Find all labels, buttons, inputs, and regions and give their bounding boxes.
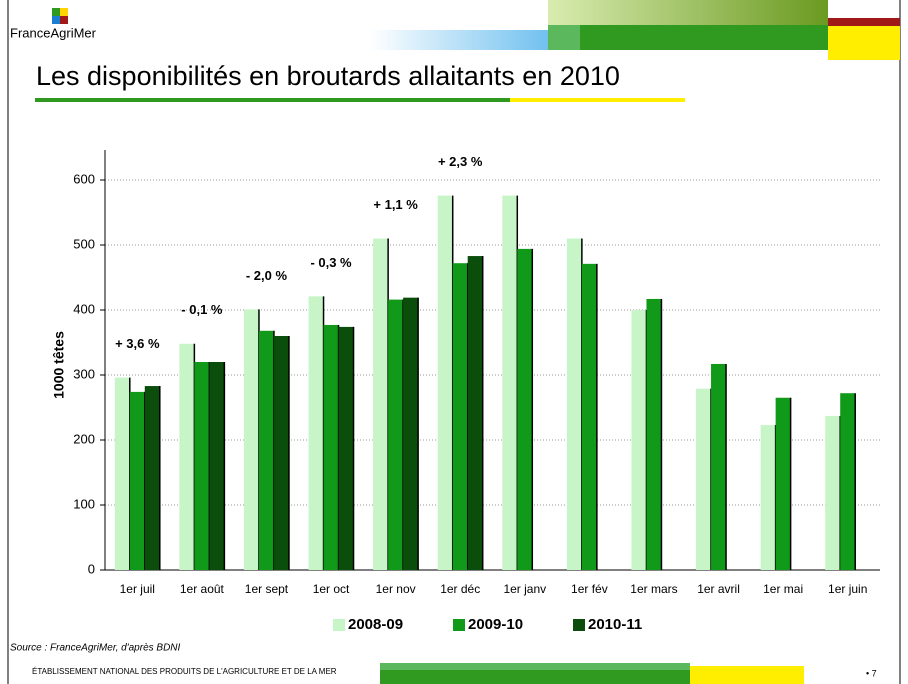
bar <box>517 248 533 570</box>
bar <box>696 388 712 570</box>
bar <box>209 362 225 570</box>
bar <box>760 425 776 570</box>
bar <box>840 393 856 570</box>
footer: ÉTABLISSEMENT NATIONAL DES PRODUITS DE L… <box>32 667 337 676</box>
y-tick-label: 200 <box>73 431 95 446</box>
x-tick-label: 1er juil <box>120 582 155 596</box>
bar <box>258 330 274 570</box>
x-tick-label: 1er nov <box>376 582 416 596</box>
annotation: + 3,6 % <box>115 336 160 351</box>
header-stripe <box>370 30 550 50</box>
bar <box>388 299 404 570</box>
bar <box>114 377 130 570</box>
annotation: - 0,1 % <box>181 302 223 317</box>
bar <box>403 297 419 570</box>
bar <box>323 324 339 570</box>
header-stripe <box>828 18 900 26</box>
x-tick-label: 1er août <box>180 582 225 596</box>
bar <box>179 343 195 570</box>
footer-stripe <box>690 666 804 684</box>
bar <box>825 415 841 570</box>
header-stripe <box>580 25 828 50</box>
bar <box>308 296 324 570</box>
x-tick-label: 1er mai <box>763 582 803 596</box>
bar <box>467 256 483 570</box>
legend-swatch <box>333 619 345 631</box>
logo-icon <box>52 8 68 24</box>
y-tick-label: 0 <box>88 561 95 576</box>
bar <box>243 309 259 570</box>
logo-text: FranceAgriMer <box>10 25 97 40</box>
slide-title: Les disponibilités en broutards allaitan… <box>36 61 620 91</box>
bar <box>273 336 289 570</box>
bar <box>144 386 160 570</box>
x-tick-label: 1er juin <box>828 582 867 596</box>
legend-label: 2010-11 <box>588 616 642 633</box>
y-tick-label: 600 <box>73 171 95 186</box>
bar <box>452 263 468 570</box>
y-axis-label: 1000 têtes <box>51 331 67 399</box>
source: Source : FranceAgriMer, d'après BDNI <box>10 643 181 654</box>
bar <box>437 195 453 570</box>
bar <box>631 310 647 570</box>
legend-swatch <box>573 619 585 631</box>
header-stripe <box>828 26 900 60</box>
annotation: - 2,0 % <box>246 268 288 283</box>
title-underline <box>510 98 685 102</box>
bar <box>581 263 597 570</box>
x-tick-label: 1er déc <box>440 582 480 596</box>
legend-label: 2008-09 <box>348 616 403 633</box>
bar <box>129 391 145 570</box>
footer-stripe <box>380 670 690 684</box>
bar <box>194 362 210 570</box>
legend-swatch <box>453 619 465 631</box>
x-tick-label: 1er oct <box>313 582 350 596</box>
header-stripe <box>548 25 580 50</box>
bar <box>711 363 727 570</box>
y-tick-label: 400 <box>73 301 95 316</box>
x-tick-label: 1er janv <box>503 582 546 596</box>
y-tick-label: 100 <box>73 496 95 511</box>
bar <box>373 238 389 570</box>
header-stripe <box>548 0 828 25</box>
x-tick-label: 1er sept <box>245 582 289 596</box>
y-tick-label: 500 <box>73 236 95 251</box>
annotation: + 1,1 % <box>373 197 418 212</box>
bar <box>338 326 354 570</box>
footer-stripe <box>380 663 690 670</box>
bar <box>775 397 791 570</box>
x-tick-label: 1er fév <box>571 582 608 596</box>
page-number: • 7 <box>866 668 877 678</box>
annotation: + 2,3 % <box>438 154 483 169</box>
bar <box>566 238 582 570</box>
y-tick-label: 300 <box>73 366 95 381</box>
legend-label: 2009-10 <box>468 616 523 633</box>
x-tick-label: 1er avril <box>697 582 740 596</box>
title-underline <box>35 98 510 102</box>
x-tick-label: 1er mars <box>630 582 677 596</box>
bar <box>646 298 662 570</box>
bar <box>502 195 518 570</box>
annotation: - 0,3 % <box>310 255 352 270</box>
